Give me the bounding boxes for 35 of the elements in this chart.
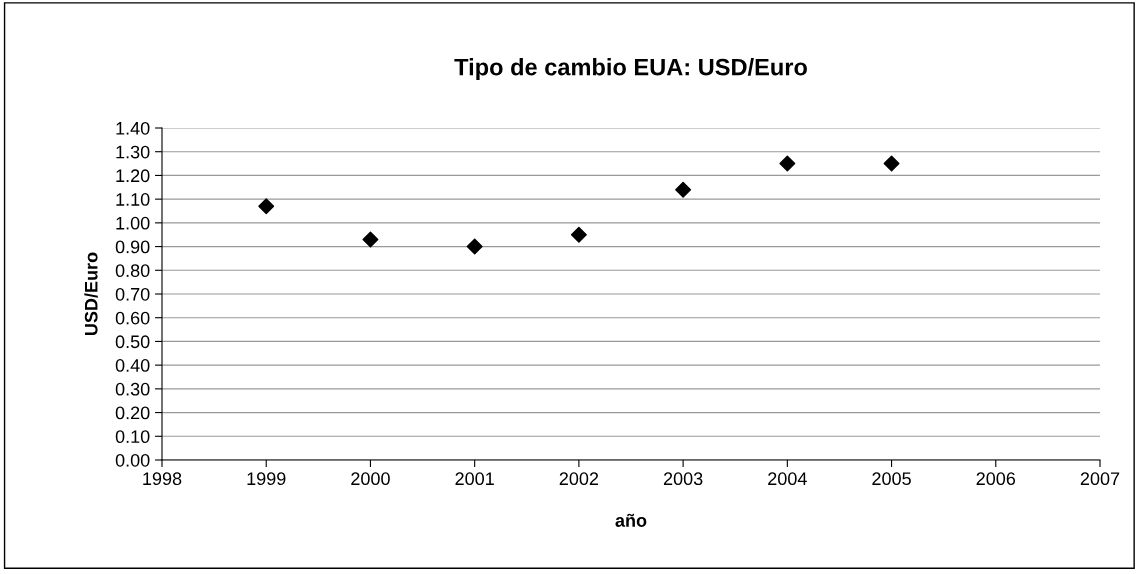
y-tick-label: 1.20: [116, 169, 150, 183]
point: [675, 181, 692, 198]
y-tick-label: 1.10: [116, 193, 150, 206]
y-tick-label: 0.40: [115, 359, 150, 372]
y-tick-label: 0.80: [115, 264, 150, 278]
y-tick-label: 1.40: [116, 121, 150, 135]
y-tick-label: 0.20: [115, 406, 150, 420]
x-tick-label: 2001: [455, 472, 494, 486]
y-tick-label: 0.30: [115, 382, 150, 396]
y-tick-label: 0.60: [115, 311, 150, 325]
y-tick-label: 1.30: [116, 145, 150, 159]
point: [362, 231, 379, 248]
x-tick-label: 2003: [663, 472, 703, 486]
x-axis-title: año: [615, 513, 647, 527]
point: [258, 198, 275, 215]
y-tick-label: 0.50: [115, 335, 150, 349]
x-tick-label: 2000: [351, 472, 390, 486]
x-tick-label: 2007: [1080, 472, 1120, 486]
y-tick-label: 0.90: [115, 240, 150, 254]
y-axis-title: USD/Euro: [84, 252, 98, 336]
y-tick-label: 1.00: [116, 216, 150, 230]
x-tick-label: 1999: [247, 472, 286, 486]
y-tick-label: 0.00: [115, 453, 150, 467]
x-tick-label: 1998: [143, 472, 182, 486]
x-tick-label: 2006: [976, 472, 1016, 486]
point: [466, 238, 483, 255]
chart-title: Tipo de cambio EUA: USD/Euro: [454, 58, 807, 81]
x-tick-label: 2005: [872, 472, 911, 486]
point: [883, 155, 900, 172]
x-tick-label: 2004: [768, 472, 807, 486]
point: [779, 155, 796, 172]
x-tick-label: 2002: [559, 472, 599, 486]
y-tick-label: 0.70: [115, 287, 150, 301]
point: [570, 226, 587, 243]
y-tick-label: 0.10: [115, 430, 150, 444]
